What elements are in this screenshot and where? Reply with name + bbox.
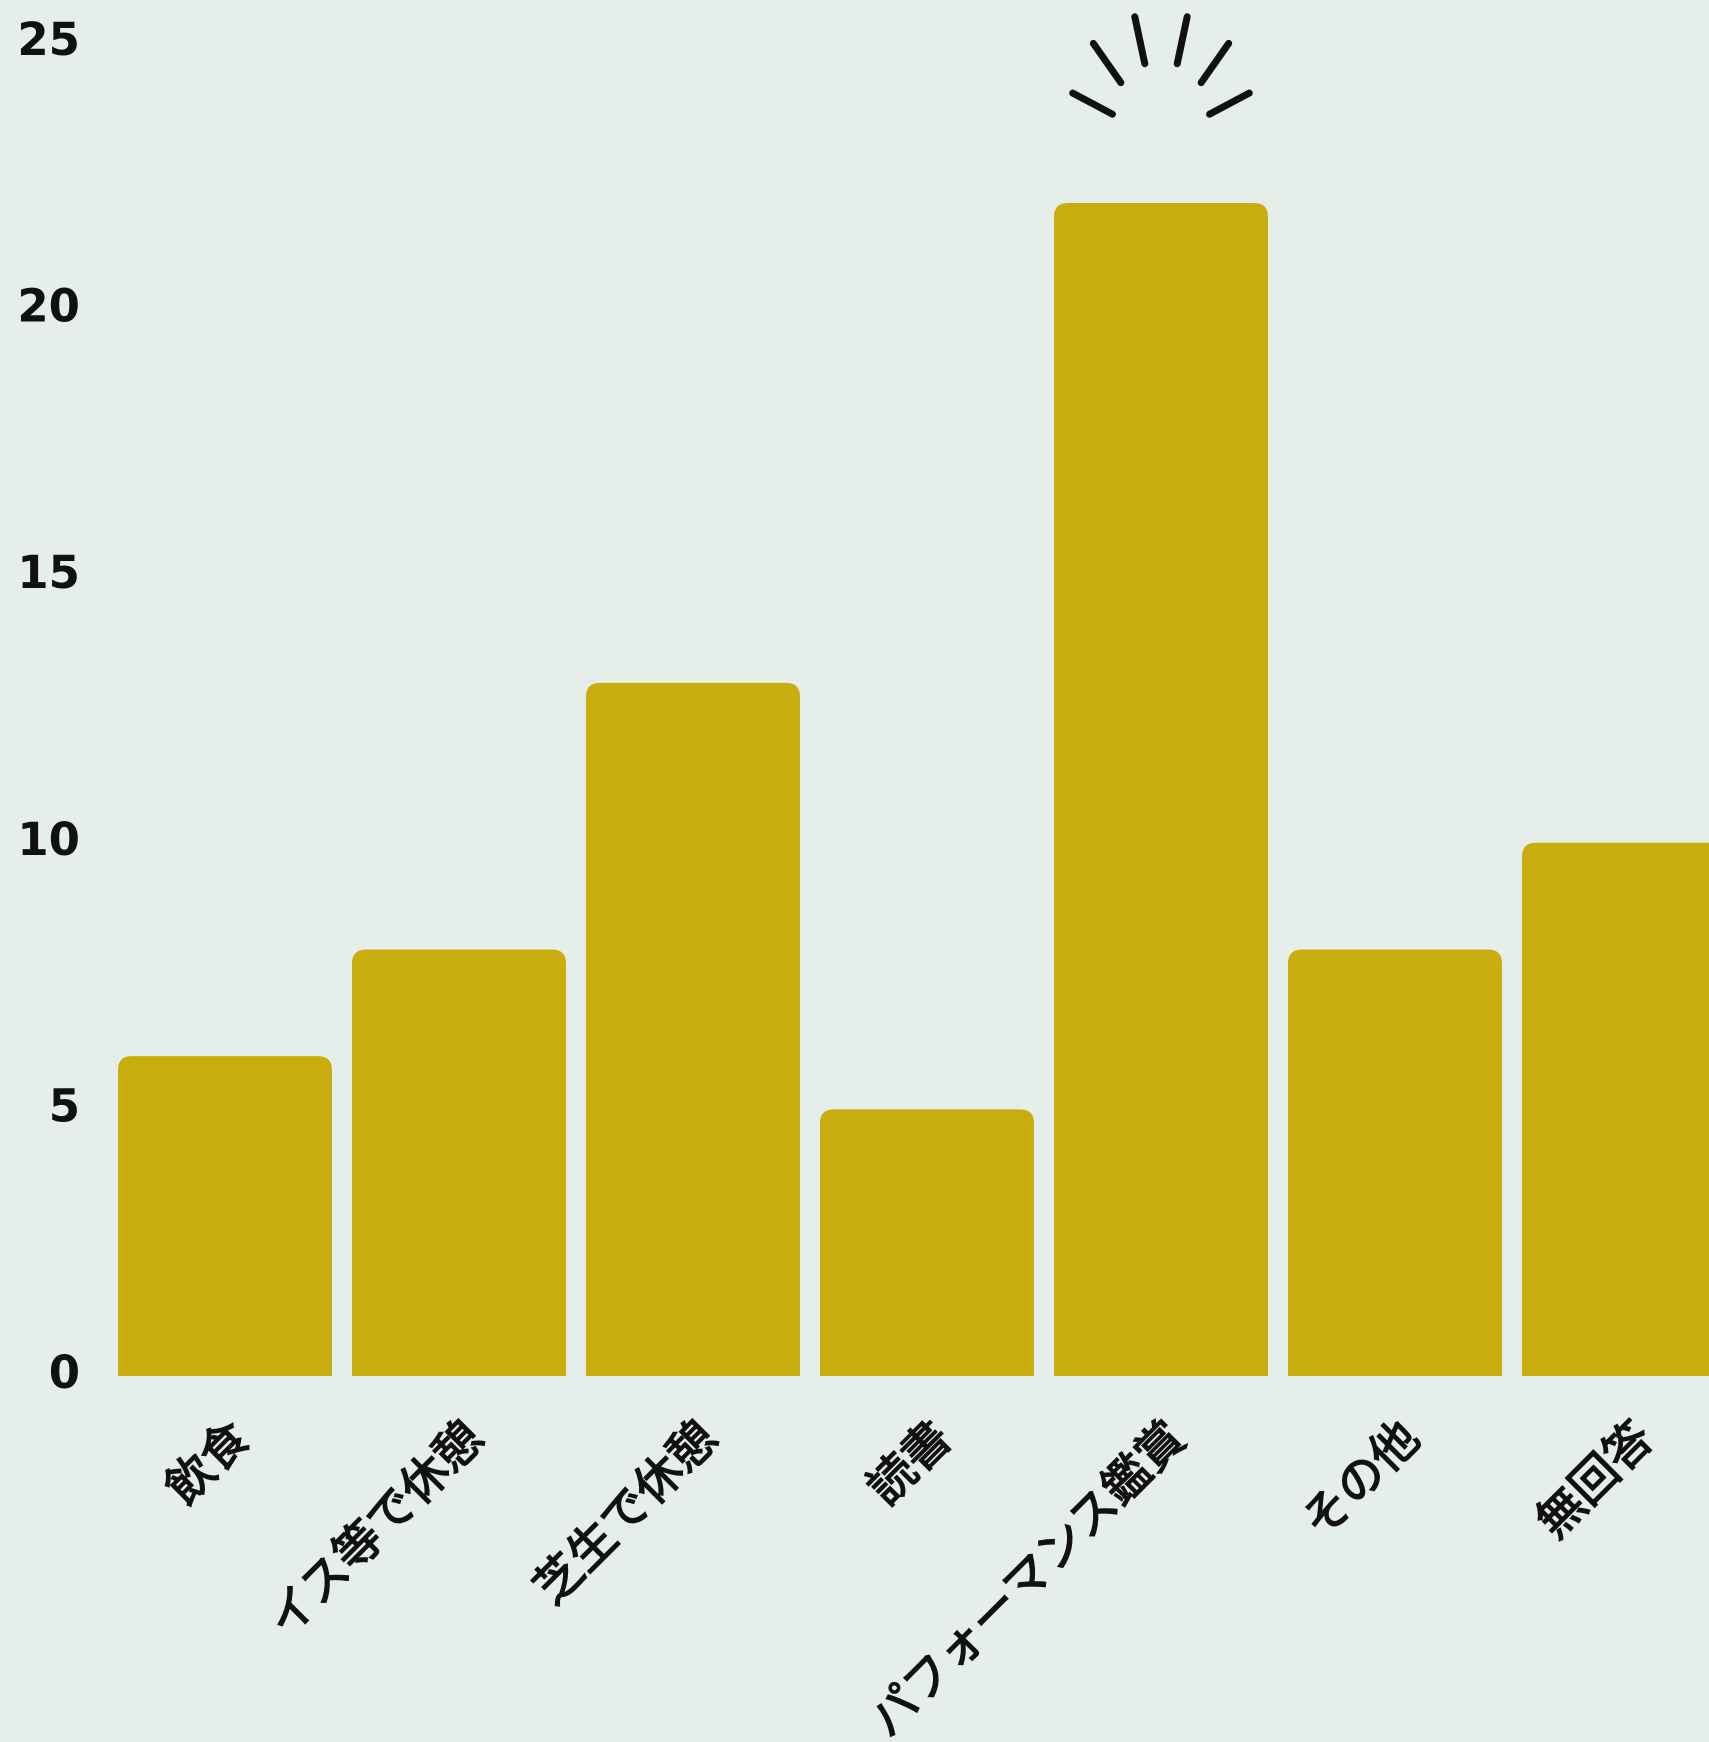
x-category-label: 無回答 [1526, 1410, 1665, 1549]
highlight-burst-icon [1069, 13, 1253, 118]
x-category-label: 飲食 [155, 1410, 261, 1516]
y-tick-label: 0 [49, 1346, 80, 1399]
highlight-stroke [1089, 39, 1125, 87]
y-tick-label: 10 [17, 813, 80, 866]
bar [118, 1056, 332, 1376]
bar [1054, 202, 1268, 1377]
y-tick-label: 5 [49, 1079, 80, 1132]
x-category-label: 芝生で休憩 [523, 1410, 728, 1615]
bar [1288, 949, 1502, 1376]
highlight-stroke [1131, 13, 1149, 68]
x-category-label: イス等で休憩 [257, 1410, 494, 1647]
highlight-stroke [1173, 13, 1191, 68]
bars [118, 202, 1709, 1377]
y-tick-label: 15 [17, 546, 80, 599]
y-tick-label: 20 [17, 280, 80, 333]
bar [820, 1109, 1034, 1376]
bar [586, 682, 800, 1376]
y-axis-ticks: 0 5 10 15 20 25 [17, 13, 80, 1399]
x-category-label: 読書 [857, 1410, 962, 1515]
y-tick-label: 25 [17, 13, 80, 66]
highlight-stroke [1206, 89, 1253, 118]
highlight-stroke [1197, 39, 1233, 87]
bar [1522, 842, 1709, 1376]
bar [352, 949, 566, 1376]
x-category-label: その他 [1292, 1410, 1431, 1549]
highlight-stroke [1069, 89, 1116, 118]
